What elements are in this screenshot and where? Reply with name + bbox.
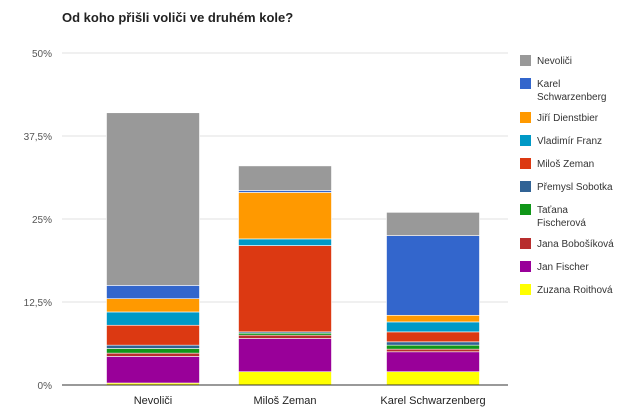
legend-item[interactable]: Vladimír Franz [520, 135, 602, 147]
bar-segment[interactable] [106, 352, 200, 357]
x-axis-categories: Nevoliči Miloš Zeman Karel Schwarzenberg [134, 395, 486, 407]
legend-swatch [520, 204, 531, 215]
legend-item[interactable]: Jan Fischer [520, 261, 589, 273]
bar-segment[interactable] [386, 212, 480, 236]
legend-swatch [520, 112, 531, 123]
legend-label: Jan Fischer [537, 262, 589, 273]
bar-segment[interactable] [386, 344, 480, 350]
bar-segment[interactable] [238, 371, 332, 386]
bar-segment[interactable] [386, 341, 480, 346]
legend-label: Jiří Dienstbier [537, 113, 599, 124]
bar-segment[interactable] [238, 334, 332, 339]
bar-segment[interactable] [386, 351, 480, 373]
legend-item[interactable]: Karel Schwarzenberg [520, 78, 606, 103]
legend-label: Zuzana Roithová [537, 285, 613, 296]
bar-segment[interactable] [106, 112, 200, 286]
legend-item[interactable]: Přemysl Sobotka [520, 181, 613, 193]
x-category-label: Nevoliči [134, 395, 173, 407]
bar-segment[interactable] [386, 331, 480, 343]
bar-segment[interactable] [238, 238, 332, 246]
bar-segment[interactable] [238, 338, 332, 373]
legend-item[interactable]: Nevoliči [520, 55, 572, 67]
legend-swatch [520, 158, 531, 169]
bar-segment[interactable] [386, 321, 480, 333]
bar-segment[interactable] [106, 285, 200, 299]
bar-segment[interactable] [386, 235, 480, 316]
legend-item[interactable]: Taťana Fischerová [520, 204, 586, 229]
legend-label: Jana Bobošíková [537, 239, 614, 250]
legend-item[interactable]: Jiří Dienstbier [520, 112, 599, 124]
legend-swatch [520, 135, 531, 146]
x-category-label: Karel Schwarzenberg [380, 395, 485, 407]
y-tick-label: 0% [38, 381, 53, 392]
bar-segment[interactable] [238, 192, 332, 240]
x-category-label: Miloš Zeman [254, 395, 317, 407]
legend-label: Přemysl Sobotka [537, 182, 613, 193]
legend-label: Karel Schwarzenberg [537, 79, 606, 103]
bar-segment[interactable] [386, 314, 480, 323]
bar-segment[interactable] [106, 344, 200, 349]
bar-segment[interactable] [106, 348, 200, 354]
y-axis-ticks: 0% 12,5% 25% 37,5% 50% [24, 49, 52, 392]
y-tick-label: 37,5% [24, 132, 52, 143]
legend-item[interactable]: Zuzana Roithová [520, 284, 613, 296]
legend-swatch [520, 261, 531, 272]
legend: Nevoliči Karel Schwarzenberg Jiří Dienstbie… [520, 55, 614, 296]
legend-swatch [520, 55, 531, 66]
bar-segment[interactable] [386, 348, 480, 353]
bar-segment[interactable] [386, 371, 480, 386]
chart-title: Od koho přišli voliči ve druhém kole? [62, 10, 293, 25]
legend-swatch [520, 284, 531, 295]
bars [106, 112, 480, 386]
bar-segment[interactable] [106, 324, 200, 346]
bar-segment[interactable] [238, 245, 332, 333]
legend-swatch [520, 238, 531, 249]
legend-swatch [520, 78, 531, 89]
y-tick-label: 25% [32, 215, 52, 226]
y-tick-label: 50% [32, 49, 52, 60]
bar-segment[interactable] [238, 165, 332, 191]
legend-swatch [520, 181, 531, 192]
legend-item[interactable]: Jana Bobošíková [520, 238, 614, 250]
bar-segment[interactable] [106, 311, 200, 326]
legend-label: Nevoliči [537, 56, 572, 67]
legend-label: Vladimír Franz [537, 136, 602, 147]
y-tick-label: 12,5% [24, 298, 52, 309]
bar-segment[interactable] [106, 298, 200, 313]
legend-label: Taťana Fischerová [537, 205, 586, 229]
legend-label: Miloš Zeman [537, 159, 594, 170]
bar-segment[interactable] [106, 356, 200, 384]
legend-item[interactable]: Miloš Zeman [520, 158, 594, 170]
